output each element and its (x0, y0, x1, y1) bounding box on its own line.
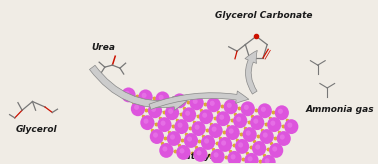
Circle shape (243, 127, 257, 142)
Circle shape (233, 113, 247, 128)
Circle shape (238, 142, 243, 148)
Circle shape (228, 151, 242, 164)
Circle shape (159, 95, 164, 100)
Circle shape (184, 133, 198, 148)
Circle shape (174, 119, 189, 134)
Circle shape (185, 111, 190, 116)
Circle shape (262, 155, 276, 164)
Circle shape (191, 121, 206, 136)
Circle shape (131, 101, 145, 116)
Circle shape (267, 117, 281, 132)
Circle shape (153, 133, 158, 138)
Circle shape (241, 101, 255, 116)
FancyArrowPatch shape (90, 65, 187, 110)
Circle shape (260, 129, 274, 144)
Circle shape (272, 146, 277, 152)
Circle shape (250, 115, 264, 130)
Circle shape (236, 117, 241, 122)
Circle shape (172, 93, 187, 108)
Text: Urea: Urea (91, 43, 115, 52)
Text: Glycerol Carbonate: Glycerol Carbonate (215, 11, 313, 20)
Circle shape (219, 115, 224, 120)
Circle shape (159, 143, 174, 158)
Circle shape (197, 150, 201, 155)
Circle shape (167, 131, 181, 146)
Circle shape (221, 140, 226, 146)
Circle shape (121, 87, 136, 102)
Circle shape (214, 152, 218, 157)
Circle shape (140, 115, 155, 130)
Circle shape (204, 138, 209, 144)
Circle shape (125, 91, 130, 96)
Circle shape (202, 113, 207, 118)
Circle shape (176, 145, 191, 160)
Circle shape (278, 109, 283, 114)
FancyArrowPatch shape (245, 50, 257, 94)
Circle shape (201, 135, 215, 150)
Circle shape (176, 97, 181, 102)
Circle shape (246, 130, 251, 136)
Circle shape (195, 124, 200, 130)
Circle shape (210, 149, 225, 164)
Circle shape (263, 133, 268, 138)
Circle shape (231, 154, 235, 159)
Circle shape (252, 141, 266, 156)
Circle shape (265, 158, 270, 164)
FancyArrowPatch shape (149, 91, 249, 109)
Text: Glycerol: Glycerol (16, 125, 57, 134)
Circle shape (226, 125, 240, 140)
Circle shape (284, 119, 298, 134)
Circle shape (280, 134, 285, 140)
Circle shape (269, 143, 283, 158)
Circle shape (253, 119, 258, 124)
Circle shape (189, 95, 204, 110)
Circle shape (155, 91, 170, 106)
Circle shape (193, 99, 198, 104)
Circle shape (199, 109, 213, 124)
Circle shape (206, 97, 221, 112)
Circle shape (275, 105, 289, 120)
Text: Catalyst: Catalyst (178, 152, 220, 161)
Circle shape (208, 123, 223, 138)
Circle shape (245, 153, 259, 164)
Circle shape (258, 103, 272, 118)
Circle shape (138, 89, 153, 104)
Circle shape (151, 107, 156, 112)
Circle shape (142, 93, 147, 98)
Circle shape (193, 147, 208, 162)
Circle shape (170, 134, 175, 140)
Circle shape (144, 119, 149, 124)
Circle shape (255, 144, 260, 150)
Circle shape (218, 137, 232, 152)
Circle shape (210, 101, 215, 106)
Circle shape (161, 121, 166, 126)
Circle shape (148, 103, 162, 118)
Circle shape (224, 99, 238, 114)
Circle shape (182, 107, 196, 122)
Circle shape (180, 148, 184, 154)
Circle shape (248, 156, 253, 161)
Circle shape (244, 105, 249, 110)
Circle shape (168, 109, 173, 114)
Circle shape (229, 128, 234, 134)
Circle shape (216, 111, 230, 126)
Circle shape (277, 131, 291, 146)
Circle shape (157, 117, 172, 132)
Circle shape (227, 103, 232, 108)
Text: Ammonia gas: Ammonia gas (305, 105, 374, 114)
Circle shape (235, 139, 249, 154)
Circle shape (261, 107, 266, 112)
Circle shape (287, 123, 292, 128)
Circle shape (163, 146, 167, 152)
Circle shape (134, 105, 139, 110)
Circle shape (270, 121, 275, 126)
Circle shape (165, 105, 179, 120)
Circle shape (178, 123, 183, 128)
Circle shape (187, 136, 192, 142)
Circle shape (150, 129, 164, 144)
Circle shape (212, 126, 217, 132)
